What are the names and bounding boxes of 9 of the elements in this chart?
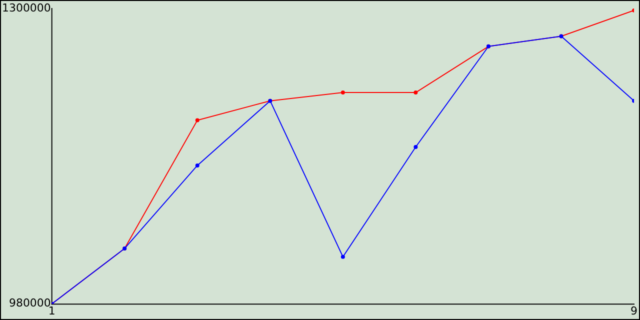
y-tick-label: 980000 xyxy=(9,296,51,310)
point xyxy=(414,145,418,149)
point xyxy=(414,90,418,95)
y-tick-label: 1300000 xyxy=(2,1,51,14)
point xyxy=(340,254,345,259)
x-tick-label: 9 xyxy=(630,304,638,318)
point xyxy=(340,90,345,95)
point xyxy=(195,118,200,122)
point xyxy=(195,163,200,168)
